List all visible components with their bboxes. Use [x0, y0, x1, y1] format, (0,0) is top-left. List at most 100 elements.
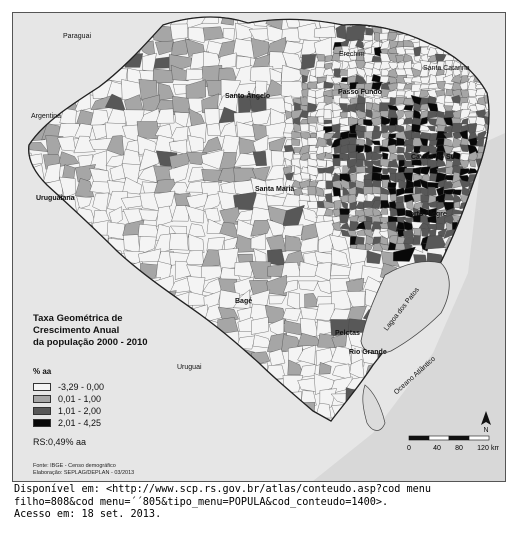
- municipality-polygon: [339, 160, 348, 167]
- municipality-polygon: [170, 38, 190, 57]
- municipality-polygon: [250, 108, 272, 127]
- municipality-polygon: [217, 52, 237, 70]
- municipality-polygon: [313, 26, 336, 38]
- place-santa-catarina: Santa Catarina: [423, 65, 470, 72]
- municipality-polygon: [387, 182, 397, 189]
- municipality-polygon: [356, 228, 366, 236]
- map-frame: Paraguai Argentina Erechim Santa Catarin…: [12, 12, 506, 482]
- municipality-polygon: [451, 146, 462, 152]
- north-arrow-icon: N: [481, 411, 491, 433]
- legend-swatch-3: [33, 407, 51, 415]
- municipality-polygon: [355, 38, 365, 50]
- municipality-polygon: [427, 152, 438, 159]
- municipality-polygon: [316, 159, 327, 168]
- municipality-polygon: [419, 68, 429, 77]
- municipality-polygon: [467, 88, 477, 97]
- municipality-polygon: [459, 179, 471, 189]
- municipality-polygon: [142, 94, 160, 113]
- municipality-polygon: [355, 66, 367, 78]
- municipality-polygon: [451, 189, 462, 196]
- citation: Disponível em: <http://www.scp.rs.gov.br…: [14, 484, 514, 522]
- place-caxias-do-sul: Caxias do Sul: [411, 154, 457, 161]
- municipality-polygon: [318, 417, 334, 421]
- place-passo-fundo: Passo Fundo: [338, 89, 382, 96]
- municipality-polygon: [413, 178, 422, 188]
- municipality-polygon: [387, 137, 398, 147]
- municipality-polygon: [59, 176, 76, 199]
- lagoa-dos-patos-shape: [360, 261, 450, 355]
- municipality-polygon: [251, 316, 269, 335]
- municipality-polygon: [419, 76, 431, 84]
- municipality-polygon: [445, 60, 454, 70]
- municipality-polygon: [323, 165, 334, 175]
- municipality-polygon: [339, 97, 352, 105]
- municipality-polygon: [426, 125, 436, 132]
- municipality-polygon: [323, 109, 332, 119]
- municipality-polygon: [322, 200, 334, 209]
- municipality-polygon: [300, 172, 310, 180]
- source-line-2: Elaboração: SEPLAG/DEPLAN - 03/2013: [33, 470, 135, 476]
- municipality-polygon: [363, 186, 375, 196]
- legend-title: Taxa Geométrica de Crescimento Anual da …: [33, 313, 148, 349]
- place-bage: Bagé: [235, 298, 253, 305]
- municipality-polygon: [333, 199, 342, 211]
- municipality-polygon: [411, 123, 421, 134]
- municipality-polygon: [169, 126, 189, 142]
- municipality-polygon: [155, 40, 174, 56]
- municipality-polygon: [396, 90, 406, 97]
- citation-line-2: filho=808&cod menu=´´805&tipo_menu=POPUL…: [14, 496, 389, 508]
- municipality-polygon: [355, 165, 367, 174]
- municipality-polygon: [265, 164, 285, 181]
- municipality-polygon: [363, 207, 374, 217]
- municipality-polygon: [200, 249, 223, 269]
- municipality-polygon: [293, 147, 303, 153]
- municipality-polygon: [284, 158, 292, 167]
- municipality-polygon: [297, 344, 316, 365]
- municipality-polygon: [396, 196, 404, 204]
- municipality-polygon: [250, 220, 273, 237]
- municipality-polygon: [206, 122, 222, 136]
- municipality-polygon: [451, 157, 462, 168]
- municipality-polygon: [331, 332, 348, 349]
- municipality-polygon: [106, 108, 128, 125]
- municipality-polygon: [307, 81, 318, 89]
- legend-label-3: 1,01 - 2,00: [58, 406, 102, 416]
- municipality-polygon: [201, 169, 222, 183]
- municipality-polygon: [222, 28, 235, 41]
- municipality-polygon: [206, 237, 225, 252]
- municipality-polygon: [298, 280, 319, 291]
- place-argentina: Argentina: [31, 113, 61, 120]
- municipality-polygon: [475, 136, 485, 147]
- municipality-polygon: [299, 118, 310, 125]
- municipality-polygon: [413, 102, 422, 112]
- municipality-polygon: [364, 242, 373, 252]
- municipality-polygon: [358, 215, 366, 222]
- municipality-polygon: [366, 137, 374, 148]
- municipality-polygon: [443, 132, 453, 138]
- municipality-polygon: [331, 167, 342, 175]
- municipality-polygon: [331, 115, 342, 126]
- scale-bar: 0 40 80 120 km: [407, 435, 499, 452]
- municipality-polygon: [389, 152, 399, 161]
- municipality-polygon: [418, 89, 431, 99]
- place-uruguai: Uruguai: [177, 364, 202, 371]
- north-label: N: [483, 427, 488, 433]
- municipality-polygon: [315, 180, 327, 189]
- municipality-polygon: [405, 48, 416, 55]
- municipality-polygon: [379, 243, 391, 251]
- municipality-polygon: [168, 233, 189, 251]
- municipality-polygon: [76, 196, 92, 209]
- municipality-polygon: [282, 308, 302, 322]
- municipality-polygon: [108, 206, 123, 227]
- municipality-polygon: [185, 205, 205, 224]
- municipality-polygon: [252, 151, 267, 166]
- municipality-polygon: [403, 138, 414, 147]
- municipality-polygon: [338, 103, 349, 113]
- municipality-polygon: [427, 110, 438, 119]
- municipality-polygon: [106, 221, 126, 240]
- municipality-polygon: [379, 61, 391, 71]
- municipality-polygon: [171, 205, 189, 222]
- municipality-polygon: [329, 234, 349, 253]
- municipality-polygon: [255, 80, 268, 99]
- municipality-polygon: [411, 151, 422, 162]
